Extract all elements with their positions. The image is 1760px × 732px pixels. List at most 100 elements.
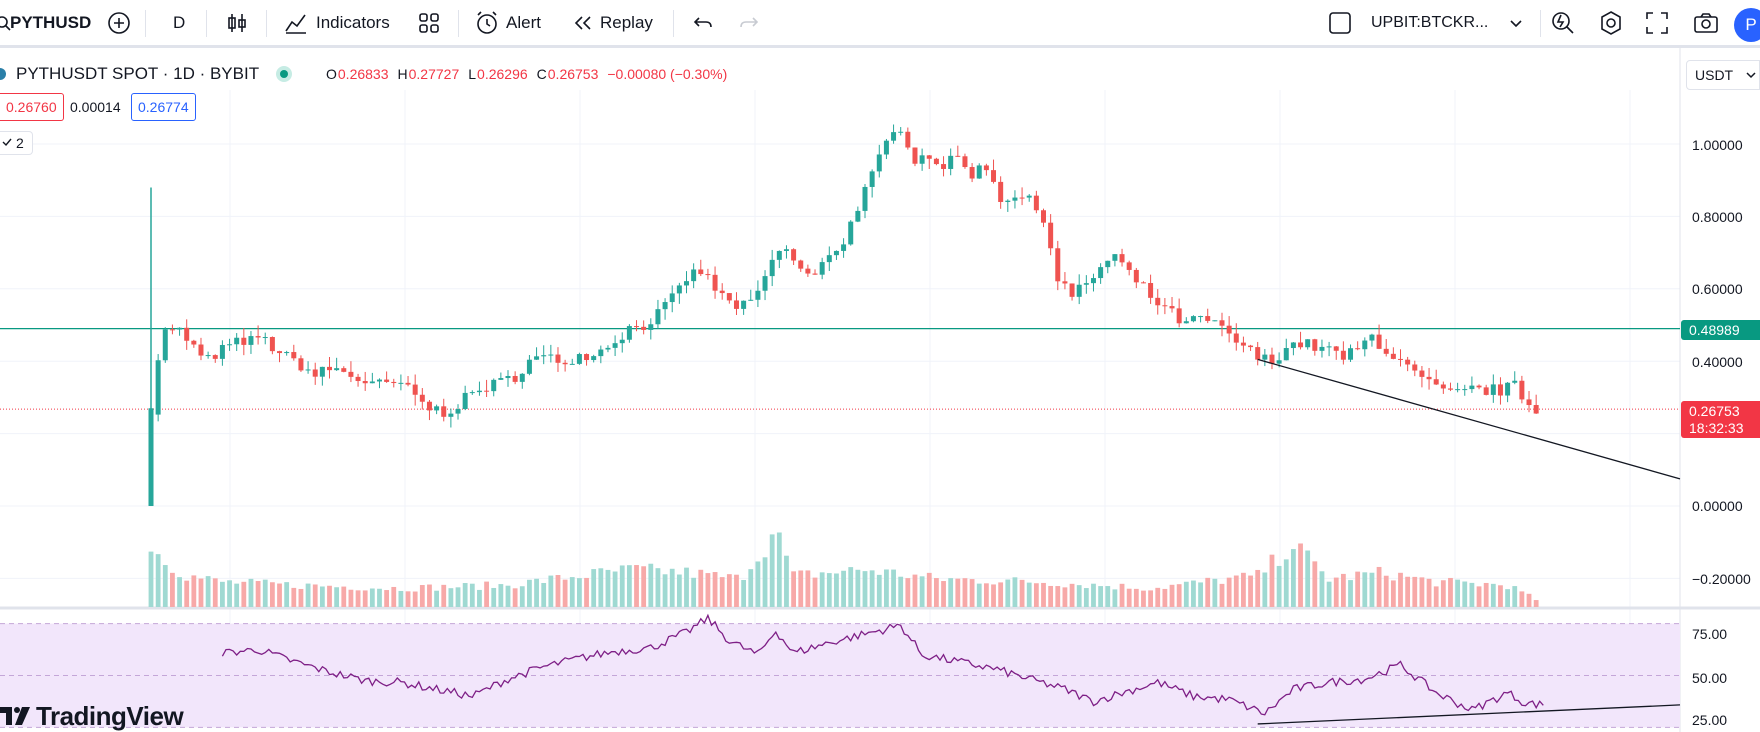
low-value: 0.26296 xyxy=(477,66,528,82)
volume-bar xyxy=(541,582,547,607)
candle-body xyxy=(841,244,847,251)
volume-bar xyxy=(469,583,475,607)
volume-bar xyxy=(569,577,575,607)
candle-body xyxy=(1497,384,1503,396)
volume-bar xyxy=(1083,588,1089,607)
undo-button[interactable] xyxy=(692,0,714,46)
symbol-search[interactable]: PYTHUSD xyxy=(0,0,91,46)
candle-body xyxy=(1055,248,1061,282)
candle-body xyxy=(726,293,732,301)
rsi-axis-label: 50.00 xyxy=(1692,670,1728,686)
buy-price-button[interactable]: 0.26774 xyxy=(131,93,196,121)
chart-type-button[interactable] xyxy=(226,0,248,46)
candle-body xyxy=(669,293,675,303)
candle-body xyxy=(898,131,904,133)
indicators-icon xyxy=(285,14,306,34)
change-value: −0.00080 (−0.30%) xyxy=(607,66,728,82)
checkbox-icon xyxy=(1329,12,1351,34)
chart-canvas[interactable] xyxy=(0,48,1760,732)
level-price-tag: 0.48989 xyxy=(1681,320,1760,340)
volume-bar xyxy=(948,578,954,607)
candle-body xyxy=(548,354,554,356)
candle-body xyxy=(1333,346,1339,351)
candle-body xyxy=(733,300,739,309)
volume-bar xyxy=(605,569,611,607)
candle-body xyxy=(1455,389,1461,391)
volume-bar xyxy=(1498,585,1503,607)
candle-body xyxy=(598,349,604,357)
replay-button[interactable]: Replay xyxy=(572,0,653,46)
candle-body xyxy=(912,147,918,164)
settings-button[interactable] xyxy=(1598,0,1624,46)
templates-button[interactable] xyxy=(418,0,440,46)
chevron-icon xyxy=(2,138,12,147)
volume-bar xyxy=(848,567,854,607)
currency-selector[interactable]: USDT xyxy=(1686,60,1760,90)
volume-bar xyxy=(562,579,568,607)
volume-bar xyxy=(798,570,804,607)
series-legend[interactable]: PYTHUSDT SPOT · 1D · BYBIT xyxy=(0,62,293,86)
candle-body xyxy=(1405,359,1411,365)
interval-button[interactable]: D xyxy=(173,0,185,46)
indicators-button[interactable]: Indicators xyxy=(284,0,390,46)
replay-label: Replay xyxy=(600,13,653,32)
rsi-trendline xyxy=(1257,704,1681,725)
currency-label: USDT xyxy=(1695,67,1734,83)
volume-bar xyxy=(905,578,911,607)
candle-body xyxy=(1447,388,1453,390)
compare-checkbox[interactable] xyxy=(1328,0,1352,46)
candle-body xyxy=(891,132,897,141)
candle-body xyxy=(762,276,768,291)
candle-body xyxy=(1412,364,1418,371)
volume-bar xyxy=(598,568,604,607)
price-axis-label: 0.80000 xyxy=(1692,209,1743,225)
candle-body xyxy=(1469,385,1475,390)
volume-bar xyxy=(148,551,154,607)
volume-bar xyxy=(662,574,668,607)
candle-body xyxy=(612,343,618,348)
candle-body xyxy=(1098,267,1104,279)
volume-bar xyxy=(1233,575,1239,607)
user-avatar[interactable]: P xyxy=(1734,8,1760,42)
sell-price-button[interactable]: 0.26760 xyxy=(0,93,64,121)
indicators-collapse-button[interactable]: 2 xyxy=(0,131,33,155)
volume-bar xyxy=(1512,586,1518,607)
candle-body xyxy=(855,210,861,222)
volume-bar xyxy=(1226,577,1232,607)
candle-body xyxy=(1140,282,1146,284)
compare-dropdown[interactable] xyxy=(1508,0,1524,46)
candle-body xyxy=(933,158,939,165)
volume-bar xyxy=(748,569,754,607)
volume-bar xyxy=(719,577,725,607)
candle-body xyxy=(234,337,240,345)
quick-search-button[interactable] xyxy=(1550,0,1576,46)
volume-bar xyxy=(1519,591,1525,607)
candle-body xyxy=(969,167,975,179)
volume-bar xyxy=(705,573,711,607)
search-icon xyxy=(0,16,11,31)
candle-body xyxy=(1033,195,1039,211)
candle-body xyxy=(198,344,204,356)
volume-bar xyxy=(312,584,318,607)
redo-button[interactable] xyxy=(738,0,760,46)
compare-symbol[interactable]: UPBIT:BTCKR... xyxy=(1371,0,1488,46)
add-symbol-button[interactable] xyxy=(107,0,131,46)
gear-icon xyxy=(1601,11,1621,35)
snapshot-button[interactable] xyxy=(1693,0,1719,46)
volume-bar xyxy=(220,581,225,607)
candle-body xyxy=(1348,348,1354,360)
volume-bar xyxy=(1455,579,1461,607)
volume-bar xyxy=(1369,572,1375,607)
price-axis-label: 0.40000 xyxy=(1692,354,1743,370)
volume-bar xyxy=(162,565,168,607)
volume-bar xyxy=(869,570,875,607)
candle-body xyxy=(1476,385,1482,388)
volume-bar xyxy=(319,586,325,607)
alert-button[interactable]: Alert xyxy=(474,0,541,46)
fullscreen-button[interactable] xyxy=(1645,0,1669,46)
tradingview-watermark[interactable]: TradingView xyxy=(0,700,184,732)
volume-bar xyxy=(1248,575,1253,607)
candle-body xyxy=(833,250,839,256)
candle-body xyxy=(1490,384,1496,395)
